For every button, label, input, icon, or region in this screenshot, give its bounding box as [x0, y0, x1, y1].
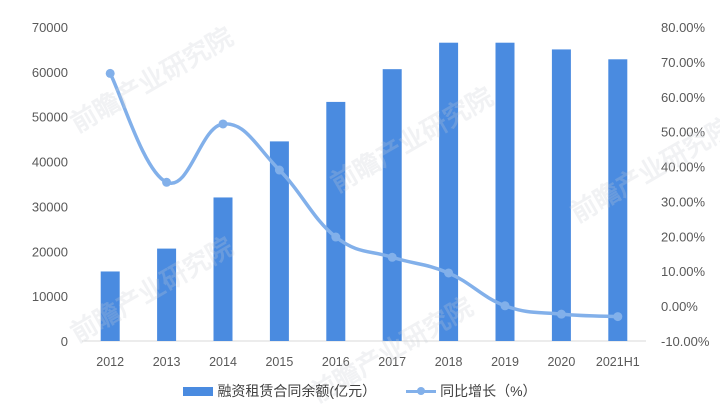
- legend-line-swatch: [406, 386, 437, 396]
- left-axis-tick: 10000: [32, 289, 68, 304]
- bar: [551, 49, 571, 342]
- left-axis-tick: 50000: [32, 110, 68, 125]
- right-axis-tick: 30.00%: [661, 194, 706, 209]
- bar: [495, 42, 515, 341]
- line-marker: [274, 165, 284, 175]
- bar: [608, 59, 628, 341]
- right-axis-tick: 20.00%: [661, 229, 706, 244]
- bar-series: [100, 42, 628, 342]
- growth-line-markers: [105, 68, 623, 322]
- legend-bar-swatch: [183, 386, 214, 396]
- x-axis-tick: 2019: [491, 355, 519, 369]
- combo-chart: 0 10000 20000 30000 40000 50000 60000 70000 -10…: [32, 20, 710, 369]
- x-axis-tick: 2012: [96, 355, 124, 369]
- x-axis-tick: 2016: [322, 355, 350, 369]
- x-axis-tick: 2013: [153, 355, 181, 369]
- bar: [439, 42, 459, 341]
- left-axis-tick: 60000: [32, 65, 68, 80]
- x-axis-ticks: 2012 2013 2014 2015 2016 2017 2018 2019 2020 2021…: [96, 355, 639, 369]
- right-axis-tick: 60.00%: [661, 90, 706, 105]
- right-axis-tick: 40.00%: [661, 160, 706, 175]
- line-marker: [162, 177, 172, 187]
- right-axis-tick: 80.00%: [661, 20, 706, 35]
- x-axis-tick: 2021H1: [596, 355, 640, 369]
- bar: [382, 69, 402, 341]
- bar: [157, 248, 177, 341]
- chart-legend: 融资租赁合同余额(亿元） 同比增长（%）: [0, 381, 720, 401]
- x-axis-tick: 2014: [209, 355, 237, 369]
- x-axis-tick: 2017: [378, 355, 406, 369]
- line-marker: [387, 252, 397, 262]
- bar: [326, 101, 346, 341]
- growth-line: [108, 71, 620, 319]
- x-axis-tick: 2018: [435, 355, 463, 369]
- right-axis-tick: 0.00%: [661, 299, 698, 314]
- line-marker: [500, 301, 510, 311]
- left-axis-tick: 70000: [32, 20, 68, 35]
- line-marker: [331, 232, 341, 242]
- right-axis-tick: 50.00%: [661, 125, 706, 140]
- left-axis-tick: 0: [61, 334, 68, 349]
- right-axis-tick: -10.00%: [661, 334, 710, 349]
- right-axis-ticks: -10.00% 0.00% 10.00% 20.00% 30.00% 40.00% 50.0…: [661, 20, 710, 349]
- legend-item-balance: 融资租赁合同余额(亿元）: [183, 381, 376, 401]
- line-marker: [444, 268, 454, 278]
- line-marker: [613, 312, 623, 322]
- line-marker: [218, 119, 228, 129]
- bar: [213, 197, 233, 341]
- line-marker: [556, 309, 566, 319]
- bar: [269, 141, 289, 341]
- legend-label-balance: 融资租赁合同余额(亿元）: [217, 383, 377, 399]
- left-axis-tick: 40000: [32, 155, 68, 170]
- left-axis-tick: 30000: [32, 199, 68, 214]
- right-axis-tick: 10.00%: [661, 264, 706, 279]
- right-axis-tick: 70.00%: [661, 55, 706, 70]
- x-axis-tick: 2015: [265, 355, 293, 369]
- left-axis-tick: 20000: [32, 244, 68, 259]
- legend-label-growth: 同比增长（%）: [440, 383, 537, 399]
- bar: [100, 271, 120, 341]
- x-axis-tick: 2020: [547, 355, 575, 369]
- line-marker: [105, 68, 115, 78]
- legend-item-growth: 同比增长（%）: [406, 381, 537, 401]
- left-axis-ticks: 0 10000 20000 30000 40000 50000 60000 70000: [32, 20, 68, 349]
